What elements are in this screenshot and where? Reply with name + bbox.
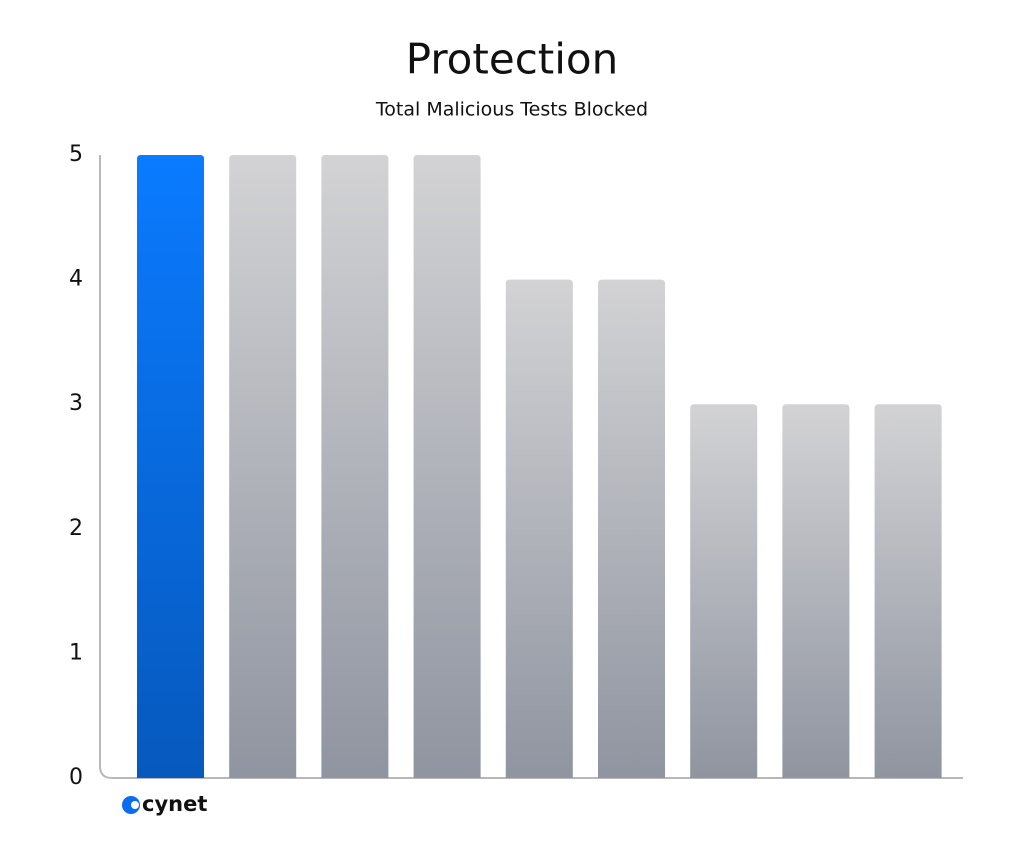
logo-hole bbox=[131, 801, 139, 809]
bar bbox=[136, 155, 205, 778]
y-tick-label: 2 bbox=[69, 516, 83, 541]
chart-title: Protection bbox=[406, 35, 618, 84]
axis-line bbox=[99, 155, 963, 779]
y-tick-label: 0 bbox=[69, 765, 83, 790]
bar bbox=[597, 279, 666, 778]
chart-subtitle: Total Malicious Tests Blocked bbox=[375, 99, 648, 121]
bar bbox=[229, 155, 297, 778]
bar bbox=[690, 404, 758, 778]
x-tick-label: cynet bbox=[142, 792, 207, 816]
y-tick-label: 1 bbox=[69, 640, 83, 665]
bar bbox=[321, 155, 389, 778]
y-tick-label: 5 bbox=[69, 142, 83, 167]
y-tick-label: 4 bbox=[69, 267, 83, 292]
bar bbox=[413, 155, 481, 778]
bar bbox=[782, 404, 850, 778]
bar bbox=[874, 404, 942, 778]
y-tick-label: 3 bbox=[69, 391, 83, 416]
bar bbox=[505, 279, 573, 778]
logo-icon bbox=[122, 796, 140, 814]
